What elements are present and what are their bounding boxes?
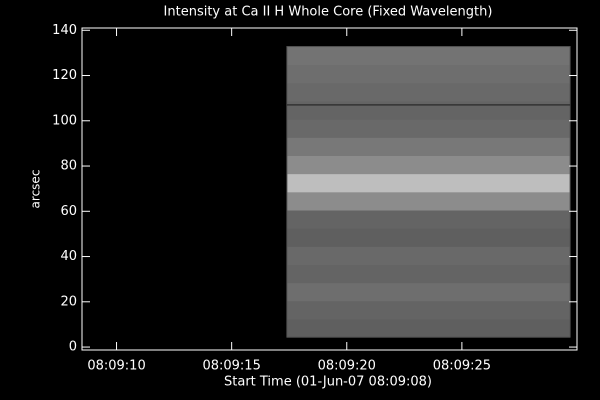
x-tick-label: 08:09:25 xyxy=(433,359,491,374)
image-row xyxy=(286,282,571,302)
image-row xyxy=(286,46,571,66)
chart-title: Intensity at Ca II H Whole Core (Fixed W… xyxy=(164,5,493,20)
image-extent xyxy=(286,46,571,338)
image-row xyxy=(286,155,571,175)
y-tick-label: 40 xyxy=(60,249,77,264)
x-tick-label: 08:09:20 xyxy=(318,359,376,374)
y-tick-label: 20 xyxy=(60,294,77,309)
image-row xyxy=(286,64,571,84)
x-tick-label: 08:09:10 xyxy=(87,359,145,374)
image-row xyxy=(286,300,571,320)
x-axis-label: Start Time (01-Jun-07 08:09:08) xyxy=(224,375,432,390)
y-tick-label: 0 xyxy=(69,340,77,355)
image-row xyxy=(286,82,571,102)
image-row xyxy=(286,209,571,229)
y-tick-label: 120 xyxy=(52,68,77,83)
image-row xyxy=(286,119,571,138)
x-tick-label: 08:09:15 xyxy=(202,359,260,374)
image-row xyxy=(286,101,571,120)
image-row xyxy=(286,137,571,157)
image-row xyxy=(286,246,571,265)
y-tick-label: 60 xyxy=(60,204,77,219)
image-row xyxy=(286,264,571,284)
image-row xyxy=(286,173,571,193)
y-tick-label: 100 xyxy=(52,113,77,128)
y-tick-label: 80 xyxy=(60,159,77,174)
image-row xyxy=(286,228,571,247)
plot-frame xyxy=(81,27,578,351)
image-row xyxy=(286,318,571,338)
y-tick-label: 140 xyxy=(52,23,77,38)
y-axis-label: arcsec xyxy=(29,170,43,209)
image-row xyxy=(286,191,571,211)
